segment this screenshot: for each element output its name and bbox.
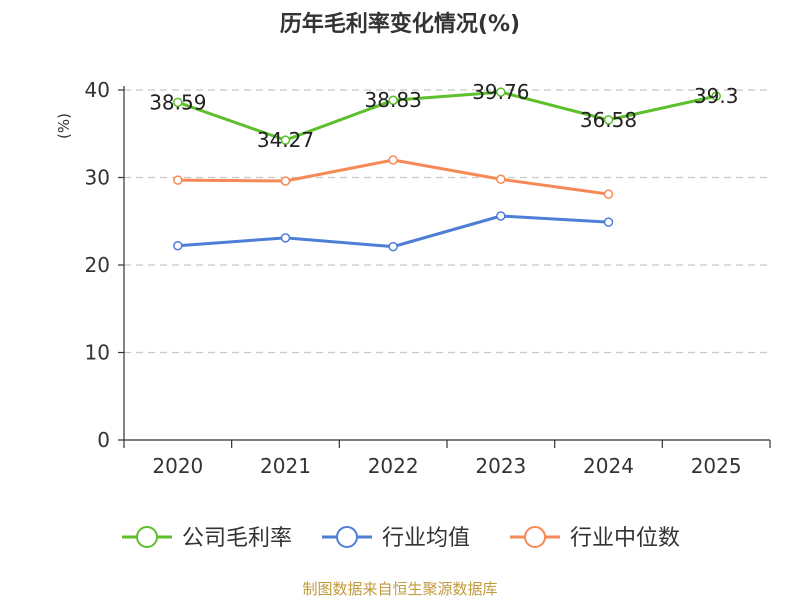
legend: 公司毛利率 行业均值 行业中位数	[122, 526, 680, 551]
series-line	[177, 90, 717, 142]
chart-title: 历年毛利率变化情况(%)	[279, 12, 521, 37]
data-point	[496, 211, 506, 221]
legend-label: 公司毛利率	[182, 526, 292, 551]
grid-layer	[124, 89, 770, 354]
y-tick-label: 20	[85, 253, 110, 277]
data-point	[496, 87, 506, 97]
data-label-layer: 38.59 34.27 38.83 39.76 36.58 39.3	[149, 80, 738, 152]
data-point	[173, 175, 183, 185]
data-point	[280, 135, 291, 145]
x-tick-label: 2021	[260, 454, 311, 478]
y-tick-label: 30	[85, 166, 110, 190]
data-label: 38.59	[149, 90, 206, 114]
data-point	[173, 97, 183, 108]
data-point	[280, 233, 291, 243]
legend-marker	[136, 526, 158, 548]
data-point	[711, 91, 721, 101]
legend-marker	[524, 526, 546, 548]
data-point	[603, 115, 614, 125]
y-tick-label: 40	[85, 78, 110, 102]
data-point	[496, 174, 506, 184]
data-point	[280, 176, 291, 186]
data-label: 38.83	[365, 88, 422, 112]
x-tick-label: 2025	[691, 454, 742, 478]
source-note: 制图数据来自恒生聚源数据库	[302, 580, 498, 598]
data-label: 34.27	[257, 128, 314, 152]
axis-layer: 0 10 20 30 40 2020 2021 2022 2023 2024 2025	[85, 78, 771, 478]
y-tick-label: 10	[85, 341, 110, 365]
data-point	[603, 189, 614, 199]
x-tick-label: 2022	[368, 454, 419, 478]
data-label: 39.76	[472, 80, 529, 104]
y-axis-label: (%)	[55, 113, 73, 139]
data-label: 36.58	[580, 108, 637, 132]
legend-label: 行业均值	[382, 526, 470, 551]
data-point	[603, 217, 614, 227]
legend-label: 行业中位数	[570, 526, 680, 551]
x-tick-label: 2024	[583, 454, 634, 478]
x-tick-label: 2020	[152, 454, 203, 478]
data-point	[388, 95, 398, 105]
data-point	[388, 241, 398, 252]
data-point	[173, 241, 183, 251]
y-tick-label: 0	[97, 428, 110, 452]
x-tick-label: 2023	[475, 454, 526, 478]
data-label: 39.3	[694, 84, 739, 108]
data-point	[388, 155, 398, 165]
series-layer	[173, 87, 721, 252]
legend-marker	[336, 526, 358, 548]
